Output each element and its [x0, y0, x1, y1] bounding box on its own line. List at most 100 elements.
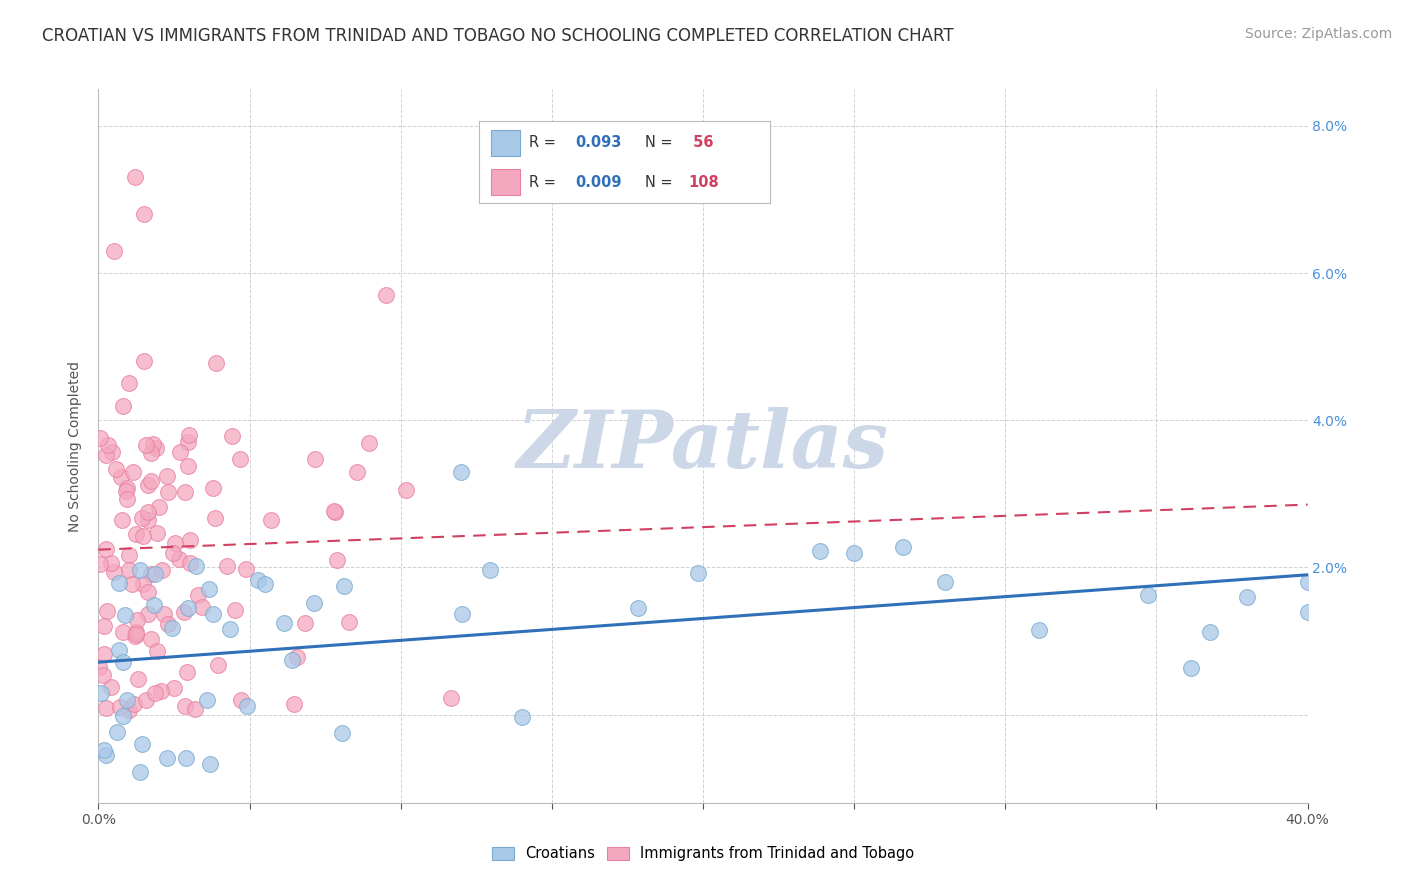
Point: [510, 710, 533, 724]
Point: [174, 751, 197, 765]
Point: [229, 451, 252, 466]
Point: [479, 563, 502, 577]
Point: [132, 577, 155, 591]
Point: [163, 681, 186, 696]
Point: [108, 643, 131, 657]
Point: [150, 683, 173, 698]
Point: [150, 563, 173, 577]
Point: [142, 437, 165, 451]
Text: ZIPatlas: ZIPatlas: [517, 408, 889, 484]
Point: [94, 748, 117, 763]
Point: [330, 726, 353, 740]
Point: [89, 557, 111, 571]
Point: [122, 697, 145, 711]
Point: [304, 452, 326, 467]
Point: [100, 681, 122, 695]
Point: [236, 699, 259, 714]
Point: [118, 376, 141, 391]
Point: [1236, 590, 1258, 604]
Point: [136, 607, 159, 621]
Point: [111, 399, 134, 413]
Point: [283, 698, 305, 712]
Point: [115, 484, 138, 499]
Point: [138, 513, 160, 527]
Point: [156, 469, 179, 483]
Point: [323, 503, 346, 517]
Point: [260, 513, 283, 527]
Point: [1137, 588, 1160, 602]
Point: [108, 700, 131, 714]
Point: [359, 436, 381, 450]
Point: [132, 354, 155, 368]
Point: [124, 527, 146, 541]
Point: [139, 474, 162, 488]
Point: [174, 485, 197, 500]
Point: [135, 438, 157, 452]
Point: [114, 607, 136, 622]
Point: [143, 685, 166, 699]
Point: [94, 700, 117, 714]
Legend: Croatians, Immigrants from Trinidad and Tobago: Croatians, Immigrants from Trinidad and …: [486, 840, 920, 867]
Point: [125, 627, 148, 641]
Point: [395, 483, 418, 497]
Point: [187, 588, 209, 602]
Point: [122, 465, 145, 479]
Point: [101, 444, 124, 458]
Point: [217, 559, 239, 574]
Point: [100, 556, 122, 570]
Point: [201, 607, 224, 622]
Point: [127, 672, 149, 686]
Point: [167, 552, 190, 566]
Point: [346, 465, 368, 479]
Point: [1296, 605, 1319, 619]
Point: [451, 607, 474, 621]
Point: [179, 533, 201, 548]
Point: [105, 462, 128, 476]
Point: [156, 751, 179, 765]
Point: [174, 698, 197, 713]
Point: [157, 485, 180, 500]
Point: [96, 604, 118, 618]
Point: [131, 511, 153, 525]
Point: [165, 535, 187, 549]
Point: [129, 765, 152, 780]
Point: [124, 629, 146, 643]
Point: [808, 543, 831, 558]
Point: [202, 481, 225, 495]
Point: [139, 632, 162, 646]
Point: [139, 446, 162, 460]
Point: [111, 625, 134, 640]
Point: [195, 692, 218, 706]
Point: [93, 742, 115, 756]
Point: [135, 693, 157, 707]
Point: [96, 542, 118, 557]
Point: [304, 596, 326, 610]
Point: [105, 725, 128, 739]
Point: [179, 557, 201, 571]
Point: [229, 692, 252, 706]
Point: [136, 584, 159, 599]
Point: [93, 619, 115, 633]
Point: [323, 506, 346, 520]
Point: [893, 540, 915, 554]
Point: [118, 563, 141, 577]
Point: [91, 668, 114, 682]
Point: [280, 653, 302, 667]
Point: [176, 665, 198, 679]
Point: [177, 458, 200, 473]
Point: [118, 548, 141, 562]
Point: [224, 602, 246, 616]
Point: [153, 607, 176, 621]
Point: [125, 613, 148, 627]
Point: [145, 525, 167, 540]
Point: [1198, 624, 1220, 639]
Point: [111, 708, 134, 723]
Point: [125, 625, 148, 640]
Point: [124, 170, 146, 185]
Point: [103, 565, 125, 579]
Point: [138, 477, 160, 491]
Point: [143, 566, 166, 581]
Point: [287, 650, 309, 665]
Point: [218, 622, 240, 636]
Point: [110, 469, 132, 483]
